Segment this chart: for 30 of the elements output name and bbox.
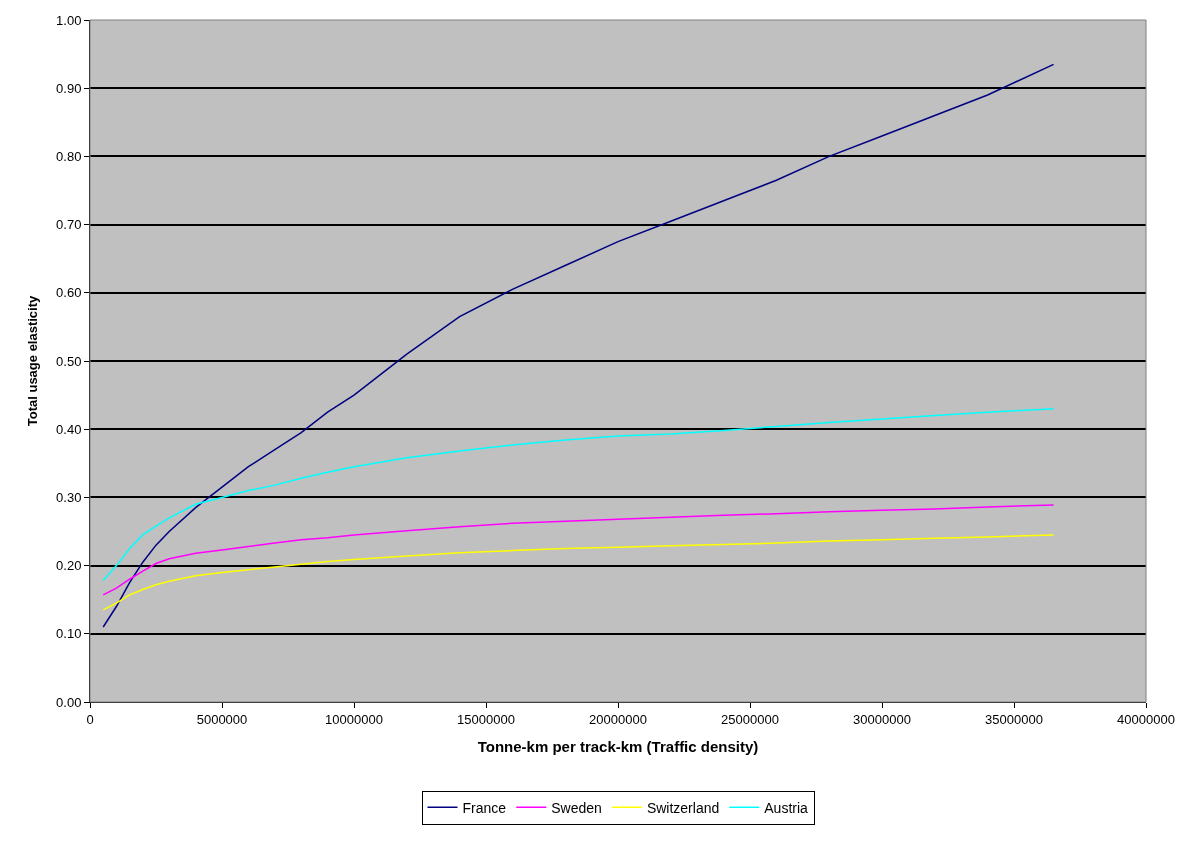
- y-tick-label: 1.00: [56, 12, 82, 28]
- legend-label: Austria: [764, 799, 809, 816]
- legend-label: Sweden: [551, 799, 602, 816]
- x-tick-label: 30000000: [853, 711, 911, 727]
- x-tick-label: 0: [86, 711, 94, 727]
- line-series: [102, 63, 1055, 628]
- y-axis-title: Total usage elasticity: [25, 294, 41, 427]
- x-tick-label: 10000000: [325, 711, 383, 727]
- y-tick-label: 0.60: [56, 285, 82, 301]
- line-series: [102, 534, 1055, 611]
- y-tick-label: 0.00: [56, 694, 82, 710]
- x-tick-label: 25000000: [721, 711, 779, 727]
- y-tick-label: 0.40: [56, 421, 82, 437]
- y-tick-label: 0.10: [56, 626, 82, 642]
- line-series: [102, 504, 1055, 596]
- y-tick-label: 0.70: [56, 217, 82, 233]
- x-tick-label: 35000000: [985, 711, 1043, 727]
- y-tick-label: 0.30: [56, 489, 82, 505]
- x-tick-label: 15000000: [457, 711, 515, 727]
- y-tick-label: 0.20: [56, 558, 82, 574]
- y-tick-label: 0.80: [56, 148, 82, 164]
- y-tick-label: 0.90: [56, 80, 82, 96]
- line-series: [102, 407, 1055, 582]
- x-axis-title: Tonne-km per track-km (Traffic density): [477, 737, 759, 755]
- legend-label: Switzerland: [646, 799, 720, 816]
- legend-label: France: [462, 799, 507, 816]
- x-tick-label: 5000000: [196, 711, 248, 727]
- x-tick-label: 40000000: [1117, 711, 1175, 727]
- y-tick-label: 0.50: [56, 353, 82, 369]
- x-tick-label: 20000000: [589, 711, 647, 727]
